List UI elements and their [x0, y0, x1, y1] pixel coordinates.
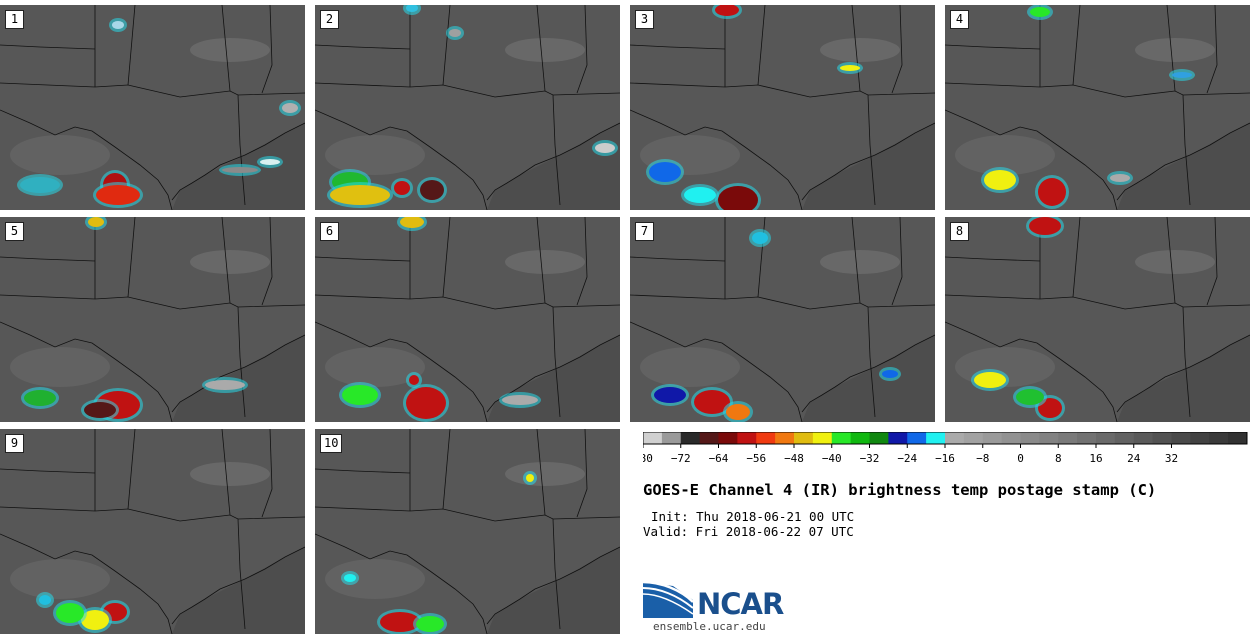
- colorbar-tick-label: 24: [1127, 452, 1141, 465]
- colorbar-swatch: [1039, 432, 1059, 444]
- colorbar-tick-label: 8: [1055, 452, 1062, 465]
- colorbar-swatch: [945, 432, 965, 444]
- colorbar-swatch: [1058, 432, 1078, 444]
- colorbar-swatch: [737, 432, 757, 444]
- colorbar-swatch: [1133, 432, 1154, 444]
- panel-number-label: 3: [635, 10, 654, 29]
- colorbar-swatch: [718, 432, 738, 444]
- ncar-logo-text: NCAR: [697, 587, 784, 621]
- colorbar-swatch: [680, 432, 701, 444]
- colorbar-swatch: [1228, 432, 1248, 444]
- colorbar-swatch: [1171, 432, 1191, 444]
- colorbar-swatch: [850, 432, 870, 444]
- panel-number-label: 9: [5, 434, 24, 453]
- panel-number-label: 5: [5, 222, 24, 241]
- colorbar-swatch: [1114, 432, 1135, 444]
- panel-number-label: 7: [635, 222, 654, 241]
- colorbar-tick-label: −24: [897, 452, 917, 465]
- ncar-logo-icon: [643, 580, 694, 618]
- map-panel-7: 7: [630, 217, 935, 422]
- colorbar-tick-label: −56: [746, 452, 766, 465]
- colorbar-swatch: [1209, 432, 1229, 444]
- satellite-image: [0, 429, 305, 634]
- map-panel-4: 4: [945, 5, 1250, 210]
- colorbar-tick-label: 32: [1165, 452, 1178, 465]
- satellite-image: [945, 217, 1250, 422]
- satellite-image: [630, 217, 935, 422]
- panel-number-label: 8: [950, 222, 969, 241]
- logo-url: ensemble.ucar.edu: [653, 620, 766, 633]
- satellite-image: [315, 217, 620, 422]
- colorbar-swatch: [812, 432, 833, 444]
- colorbar-tick-label: −48: [784, 452, 804, 465]
- satellite-image: [315, 5, 620, 210]
- colorbar-swatch: [1020, 432, 1040, 444]
- panel-number-label: 6: [320, 222, 339, 241]
- colorbar-swatch: [756, 432, 776, 444]
- colorbar-swatch: [907, 432, 927, 444]
- colorbar-swatch: [661, 432, 682, 444]
- colorbar-tick-label: −64: [709, 452, 729, 465]
- map-panel-6: 6: [315, 217, 620, 422]
- colorbar-tick-label: 0: [1017, 452, 1024, 465]
- colorbar-swatch: [869, 432, 889, 444]
- colorbar-swatch: [775, 432, 795, 444]
- satellite-image: [945, 5, 1250, 210]
- satellite-image: [0, 217, 305, 422]
- init-time: Init: Thu 2018-06-21 00 UTC: [651, 509, 855, 524]
- satellite-image: [315, 429, 620, 634]
- panel-number-label: 1: [5, 10, 24, 29]
- colorbar-swatch: [831, 432, 852, 444]
- valid-time: Valid: Fri 2018-06-22 07 UTC: [643, 524, 854, 539]
- product-title: GOES-E Channel 4 (IR) brightness temp po…: [643, 481, 1157, 499]
- colorbar-tick-label: −16: [935, 452, 955, 465]
- colorbar-swatch: [1077, 432, 1097, 444]
- map-panel-8: 8: [945, 217, 1250, 422]
- map-panel-9: 9: [0, 429, 305, 634]
- colorbar-tick-label: −40: [822, 452, 842, 465]
- colorbar-tick-label: −8: [976, 452, 989, 465]
- colorbar-swatch: [794, 432, 814, 444]
- colorbar-tick-label: −80: [643, 452, 653, 465]
- map-panel-3: 3: [630, 5, 935, 210]
- map-panel-5: 5: [0, 217, 305, 422]
- colorbar-tick-label: −32: [860, 452, 880, 465]
- colorbar-swatch: [1001, 432, 1021, 444]
- map-panel-1: 1: [0, 5, 305, 210]
- panel-number-label: 2: [320, 10, 339, 29]
- panel-number-label: 10: [320, 434, 343, 453]
- colorbar-tick-label: −72: [671, 452, 691, 465]
- colorbar-tick-label: 16: [1089, 452, 1102, 465]
- colorbar-swatch: [643, 432, 663, 444]
- panel-number-label: 4: [950, 10, 969, 29]
- satellite-image: [0, 5, 305, 210]
- map-panel-10: 10: [315, 429, 620, 634]
- satellite-image: [630, 5, 935, 210]
- colorbar-swatch: [963, 432, 984, 444]
- colorbar-swatch: [1190, 432, 1210, 444]
- colorbar-swatch: [888, 432, 908, 444]
- map-panel-2: 2: [315, 5, 620, 210]
- colorbar-swatch: [926, 432, 946, 444]
- colorbar-swatch: [1096, 432, 1116, 444]
- colorbar-swatch: [699, 432, 719, 444]
- colorbar-swatch: [1152, 432, 1172, 444]
- colorbar-swatch: [982, 432, 1003, 444]
